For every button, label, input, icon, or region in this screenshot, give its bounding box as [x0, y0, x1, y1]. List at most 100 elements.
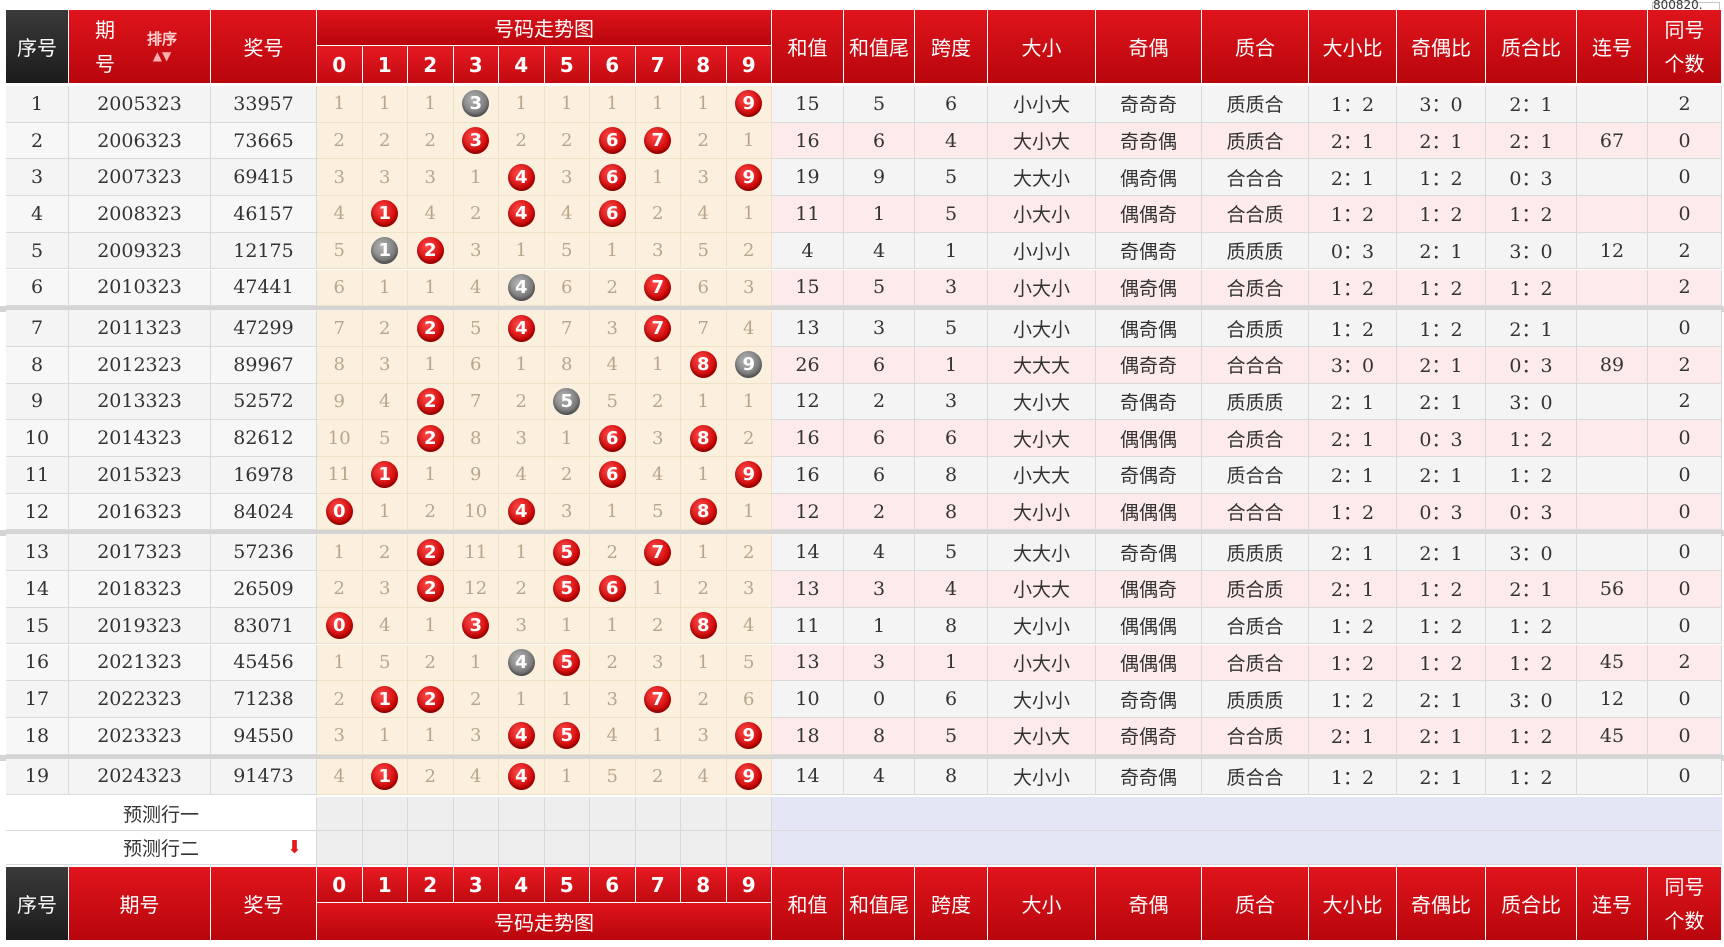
drawn-digit-ball: 5: [553, 722, 581, 750]
row-span: 4: [915, 122, 988, 160]
footer-period: 期号: [69, 867, 211, 941]
row-prize-number: 84024: [211, 493, 317, 531]
omission-count: 4: [697, 765, 709, 787]
trend-cell-digit-9: 4: [726, 310, 772, 347]
prediction-cell-digit-2[interactable]: [408, 831, 454, 866]
row-prime-composite: 合质合: [1202, 644, 1309, 682]
row-big-small-ratio: 1：2: [1309, 196, 1397, 233]
arrow-down-icon[interactable]: ⬇: [286, 837, 302, 859]
row-prime-composite: 质质质: [1202, 383, 1309, 421]
prediction-cell-digit-8[interactable]: [681, 797, 727, 832]
trend-cell-digit-2: 1: [408, 86, 454, 123]
sort-toggle[interactable]: 排序 ▲▼: [147, 28, 177, 63]
drawn-digit-ball: 5: [553, 575, 581, 603]
trend-cell-digit-5: 1: [544, 420, 590, 457]
trend-cell-digit-9: 9: [726, 758, 772, 796]
trend-cell-digit-7: 1: [635, 86, 681, 123]
prediction-cell-digit-3[interactable]: [453, 831, 499, 866]
prediction-cell-digit-7[interactable]: [635, 831, 681, 866]
row-consecutive: 56: [1577, 571, 1648, 608]
trend-cell-digit-0: 7: [317, 310, 363, 347]
omission-count: 4: [470, 276, 482, 298]
header-same-count: 同号 个数: [1648, 10, 1722, 84]
drawn-digit-ball: 2: [416, 387, 444, 415]
header-digit-9: 9: [726, 46, 772, 84]
prediction-cell-digit-5[interactable]: [544, 831, 590, 866]
trend-cell-digit-5: 5: [544, 717, 590, 755]
prediction-cell-digit-6[interactable]: [590, 831, 636, 866]
prediction-cell-digit-0[interactable]: [317, 831, 363, 866]
row-sum-tail: 4: [844, 232, 915, 270]
header-big-small: 大小: [988, 10, 1096, 84]
header-prime-composite-ratio: 质合比: [1486, 10, 1577, 84]
prediction-cell-digit-6[interactable]: [590, 797, 636, 832]
omission-count: 1: [652, 578, 664, 600]
trend-cell-digit-2: 1: [408, 717, 454, 755]
omission-count: 1: [561, 688, 573, 710]
row-odd-even: 奇奇偶: [1096, 758, 1202, 796]
row-period: 2011323: [69, 310, 211, 347]
trend-cell-digit-3: 3: [453, 86, 499, 123]
drawn-digit-ball: 4: [507, 722, 535, 750]
prediction-cell-digit-9[interactable]: [726, 831, 772, 866]
trend-cell-digit-3: 3: [453, 717, 499, 755]
row-seq: 7: [6, 310, 69, 347]
omission-count: 1: [652, 93, 664, 115]
trend-cell-digit-6: 6: [590, 196, 636, 233]
footer-trend-title: 号码走势图: [317, 903, 772, 941]
prediction-cell-digit-5[interactable]: [544, 797, 590, 832]
header-big-small-ratio: 大小比: [1309, 10, 1397, 84]
omission-count: 1: [652, 166, 664, 188]
row-prize-number: 91473: [211, 758, 317, 796]
trend-cell-digit-0: 2: [317, 122, 363, 160]
prediction-cell-digit-1[interactable]: [362, 831, 408, 866]
trend-cell-digit-8: 5: [681, 232, 727, 270]
trend-cell-digit-2: 4: [408, 196, 454, 233]
prediction-cell-digit-8[interactable]: [681, 831, 727, 866]
omission-count: 4: [515, 464, 527, 486]
prediction-cell-digit-0[interactable]: [317, 797, 363, 832]
row-period: 2012323: [69, 346, 211, 384]
row-big-small: 小小大: [988, 86, 1096, 123]
omission-count: 2: [697, 130, 709, 152]
row-sum: 14: [772, 534, 844, 572]
row-odd-even: 偶奇偶: [1096, 159, 1202, 197]
row-prime-composite-ratio: 2：1: [1486, 571, 1577, 608]
prediction-cell-digit-3[interactable]: [453, 797, 499, 832]
row-prize-number: 69415: [211, 159, 317, 197]
prediction-cell-digit-4[interactable]: [499, 831, 545, 866]
omission-count: 2: [606, 276, 618, 298]
prediction-cell-digit-2[interactable]: [408, 797, 454, 832]
trend-cell-digit-1: 4: [362, 607, 408, 645]
footer-digit-1: 1: [362, 867, 408, 903]
omission-count: 5: [379, 427, 391, 449]
omission-count: 5: [606, 765, 618, 787]
prediction-cell-digit-9[interactable]: [726, 797, 772, 832]
row-prize-number: 83071: [211, 607, 317, 645]
omission-count: 3: [697, 166, 709, 188]
row-sum-tail: 3: [844, 571, 915, 608]
trend-cell-digit-7: 3: [635, 644, 681, 682]
trend-cell-digit-6: 6: [590, 420, 636, 457]
drawn-digit-ball: 8: [689, 498, 717, 526]
trend-cell-digit-2: 2: [408, 232, 454, 270]
omission-count: 10: [327, 427, 351, 449]
drawn-digit-ball: 3: [462, 127, 490, 155]
drawn-digit-ball: 3: [462, 612, 490, 640]
header-period[interactable]: 期号: [69, 10, 211, 84]
prediction-row-2-label[interactable]: 预测行二 ⬇: [6, 831, 317, 866]
omission-count: 3: [424, 166, 436, 188]
row-big-small: 小小小: [988, 232, 1096, 270]
prediction-cell-digit-1[interactable]: [362, 797, 408, 832]
row-prize-number: 45456: [211, 644, 317, 682]
omission-count: 1: [424, 725, 436, 747]
trend-cell-digit-5: 7: [544, 310, 590, 347]
trend-cell-digit-2: 2: [408, 571, 454, 608]
trend-cell-digit-8: 3: [681, 717, 727, 755]
omission-count: 4: [743, 615, 755, 637]
row-big-small-ratio: 1：2: [1309, 644, 1397, 682]
omission-count: 6: [470, 354, 482, 376]
prediction-cell-digit-7[interactable]: [635, 797, 681, 832]
prediction-row-1-label[interactable]: 预测行一: [6, 797, 317, 832]
prediction-cell-digit-4[interactable]: [499, 797, 545, 832]
